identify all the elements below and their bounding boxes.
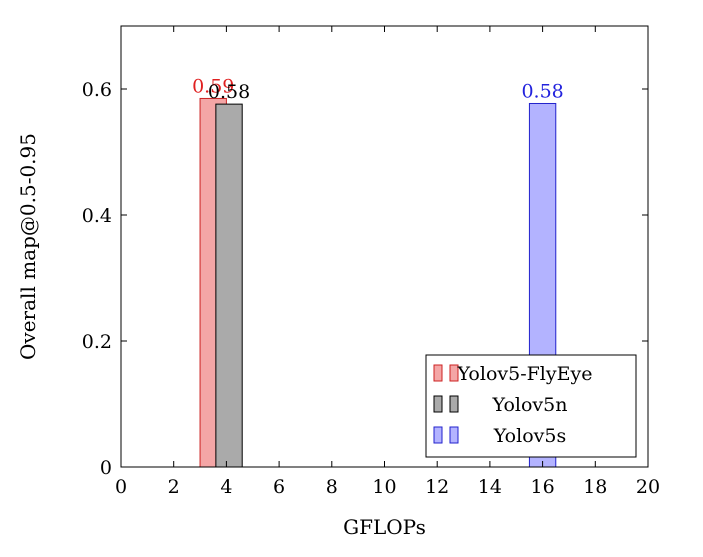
bar-yolov5n <box>215 103 243 468</box>
x-tick-label: 2 <box>168 476 180 498</box>
x-axis-label: GFLOPs <box>343 515 426 539</box>
legend-swatch-yolov5n <box>449 395 459 413</box>
y-tick-label: 0 <box>100 457 112 479</box>
x-tick-label: 16 <box>531 476 555 498</box>
legend-label-yolov5-flyeye: Yolov5-FlyEye <box>457 363 593 385</box>
legend-box <box>425 354 637 458</box>
y-tick-label: 0.6 <box>82 79 112 101</box>
x-tick-label: 8 <box>326 476 338 498</box>
legend-swatch-yolov5s <box>433 426 443 444</box>
legend: Yolov5-FlyEye Yolov5n Yolov5s <box>425 354 637 458</box>
x-tick-label: 4 <box>220 476 232 498</box>
x-tick-label: 6 <box>273 476 285 498</box>
legend-swatch-yolov5-flyeye <box>433 364 443 382</box>
legend-label-yolov5s: Yolov5s <box>493 425 566 447</box>
data-label: 0.58 <box>208 81 250 103</box>
legend-swatch-yolov5-flyeye <box>449 364 459 382</box>
data-label: 0.58 <box>521 80 563 102</box>
y-tick-label: 0.2 <box>82 331 112 353</box>
legend-swatch-yolov5s <box>449 426 459 444</box>
x-tick-label: 18 <box>583 476 607 498</box>
x-tick-label: 12 <box>425 476 449 498</box>
data-label: 0.59 <box>192 75 234 97</box>
y-axis-label: Overall map@0.5-0.95 <box>16 133 40 360</box>
x-tick-label: 10 <box>372 476 396 498</box>
x-tick-label: 0 <box>115 476 127 498</box>
legend-label-yolov5n: Yolov5n <box>492 394 568 416</box>
x-tick-label: 14 <box>478 476 502 498</box>
legend-swatch-yolov5n <box>433 395 443 413</box>
y-tick-label: 0.4 <box>82 205 112 227</box>
x-tick-label: 20 <box>636 476 660 498</box>
